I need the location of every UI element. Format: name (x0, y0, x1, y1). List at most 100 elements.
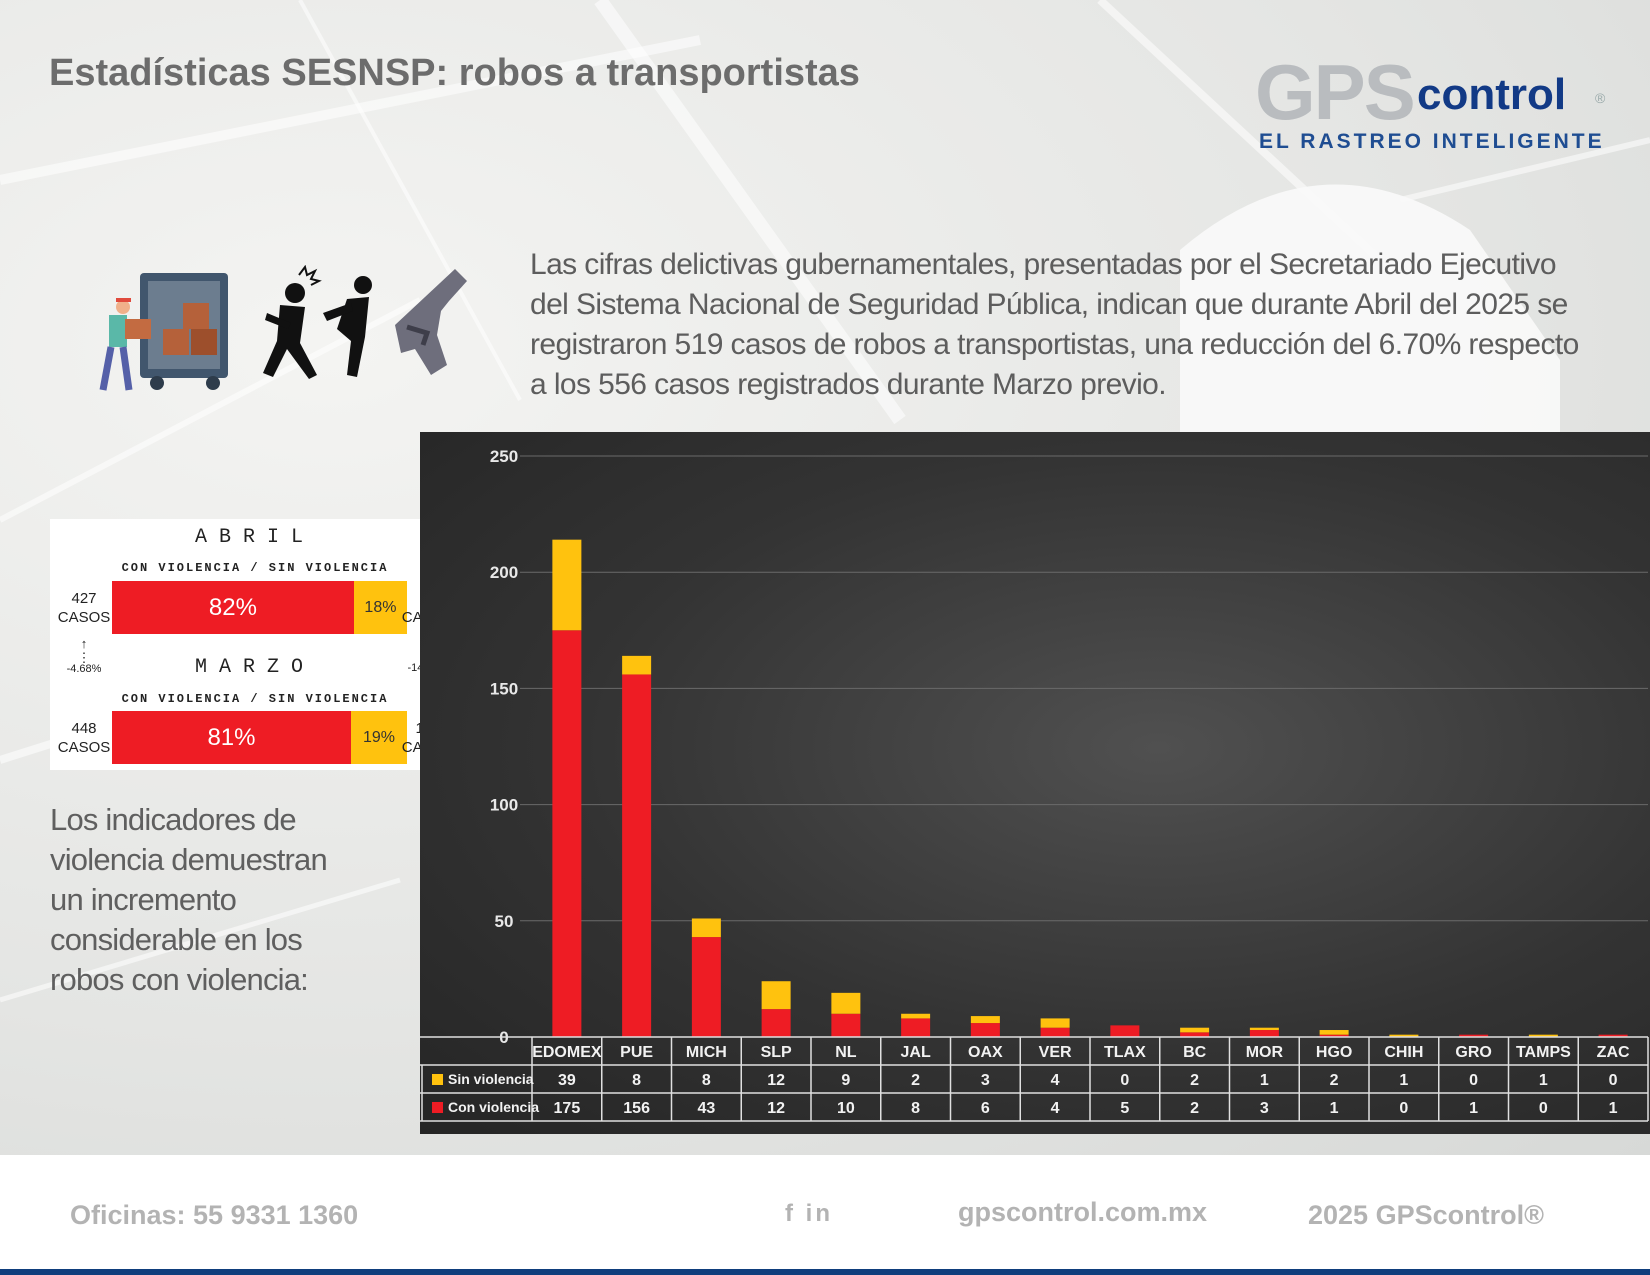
abril-violence-bar: 82% 18% (112, 581, 407, 634)
table-value-con: 12 (767, 1100, 785, 1117)
x-category-label: MICH (686, 1044, 727, 1061)
x-category-label: MOR (1246, 1044, 1284, 1061)
table-value-con: 8 (911, 1100, 920, 1117)
bar-con-violencia (761, 1009, 791, 1037)
table-value-sin: 8 (632, 1072, 641, 1089)
table-value-con: 43 (697, 1100, 715, 1117)
x-category-label: NL (835, 1044, 857, 1061)
table-value-sin: 2 (1190, 1072, 1199, 1089)
illustration-icons (95, 264, 495, 405)
table-value-sin: 3 (981, 1072, 990, 1089)
y-tick-label: 200 (490, 563, 518, 582)
marzo-con-cases: 448 CASOS (57, 720, 111, 756)
bar-con-violencia (1180, 1032, 1210, 1037)
month-label-marzo: MARZO (194, 656, 315, 679)
bar-sin-violencia (622, 655, 652, 675)
bar-con-violencia (1040, 1027, 1070, 1037)
table-value-con: 1 (1609, 1100, 1618, 1117)
con-change-arrow-icon: ↑ ⋮ (77, 636, 91, 665)
footer: Oficinas: 55 9331 1360 f in gpscontrol.c… (0, 1155, 1650, 1275)
bar-sin-violencia (970, 1016, 1000, 1024)
table-value-con: 1 (1469, 1100, 1478, 1117)
website-link[interactable]: gpscontrol.com.mx (958, 1197, 1208, 1227)
table-value-sin: 0 (1120, 1072, 1129, 1089)
violence-comparison-card: ABRIL CON VIOLENCIA / SIN VIOLENCIA 427 C… (50, 519, 460, 770)
table-value-con: 156 (623, 1100, 650, 1117)
social-icons[interactable]: f in (785, 1200, 833, 1228)
social-icons-text: f in (785, 1200, 833, 1227)
x-category-label: GRO (1455, 1044, 1491, 1061)
table-value-sin: 1 (1539, 1072, 1548, 1089)
chart-svg: 050100150200250EDOMEX39175PUE8156MICH843… (420, 447, 1649, 1122)
y-tick-label: 150 (490, 679, 518, 698)
gpscontrol-logo[interactable]: GPS control ® EL RASTREO INTELIGENTE (1255, 52, 1605, 162)
bar-con-violencia (1110, 1025, 1140, 1037)
table-value-sin: 2 (911, 1072, 920, 1089)
bar-sin-violencia (1319, 1030, 1349, 1035)
table-value-con: 3 (1260, 1100, 1269, 1117)
bar-con-violencia (691, 937, 721, 1037)
robbery-icon (263, 264, 372, 379)
bar-con-violencia (1459, 1034, 1489, 1037)
bar-sin-violencia (761, 981, 791, 1010)
bar-sin-violencia (691, 918, 721, 938)
table-value-con: 175 (554, 1100, 581, 1117)
table-value-sin: 0 (1469, 1072, 1478, 1089)
bar-con-violencia (552, 630, 582, 1037)
table-value-sin: 39 (558, 1072, 576, 1089)
x-category-label: HGO (1316, 1044, 1352, 1061)
table-value-con: 6 (981, 1100, 990, 1117)
copyright: 2025 GPScontrol® (1308, 1200, 1544, 1230)
abril-sublabel: CON VIOLENCIA / SIN VIOLENCIA (121, 561, 389, 575)
legend-label: Con violencia (448, 1099, 539, 1115)
office-phone: Oficinas: 55 9331 1360 (70, 1200, 359, 1230)
map-lines (0, 0, 1650, 1155)
x-category-label: TLAX (1104, 1044, 1146, 1061)
table-value-con: 1 (1330, 1100, 1339, 1117)
bar-con-violencia (901, 1018, 931, 1037)
legend-swatch (432, 1102, 443, 1113)
bar-con-violencia (831, 1013, 861, 1037)
bar-sin-violencia (831, 992, 861, 1014)
y-tick-label: 50 (495, 912, 514, 931)
table-value-sin: 2 (1330, 1072, 1339, 1089)
bar-con-violencia (970, 1023, 1000, 1037)
table-value-con: 5 (1120, 1100, 1129, 1117)
table-value-sin: 1 (1399, 1072, 1408, 1089)
table-value-sin: 1 (1260, 1072, 1269, 1089)
bar-sin-violencia (901, 1013, 931, 1019)
abril-con-segment: 82% (112, 581, 354, 634)
x-category-label: CHIH (1384, 1044, 1423, 1061)
x-category-label: BC (1183, 1044, 1207, 1061)
bar-sin-violencia (1180, 1027, 1210, 1033)
intro-paragraph: Las cifras delictivas gubernamentales, p… (530, 248, 1579, 401)
logo-control-text: control (1417, 70, 1567, 119)
x-category-label: SLP (761, 1044, 792, 1061)
x-category-label: PUE (620, 1044, 653, 1061)
table-value-con: 2 (1190, 1100, 1199, 1117)
bar-sin-violencia (1528, 1034, 1558, 1037)
bar-sin-violencia (1040, 1018, 1070, 1028)
x-category-label: JAL (901, 1044, 931, 1061)
x-category-label: ZAC (1597, 1044, 1630, 1061)
con-change-pct: -4.68% (66, 663, 102, 675)
abril-con-cases: 427 CASOS (57, 590, 111, 626)
bar-con-violencia (622, 674, 652, 1037)
marzo-sublabel: CON VIOLENCIA / SIN VIOLENCIA (121, 692, 389, 706)
logo-tagline: EL RASTREO INTELIGENTE (1259, 130, 1605, 153)
x-category-label: EDOMEX (532, 1044, 602, 1061)
logo-gps-text: GPS (1255, 48, 1416, 136)
logo-registered-mark: ® (1595, 90, 1606, 106)
table-value-sin: 0 (1609, 1072, 1618, 1089)
pistol-icon (395, 269, 467, 375)
table-value-sin: 8 (702, 1072, 711, 1089)
bar-con-violencia (1319, 1034, 1349, 1037)
y-tick-label: 250 (490, 447, 518, 466)
table-value-con: 10 (837, 1100, 855, 1117)
legend-label: Sin violencia (448, 1071, 534, 1087)
y-tick-label: 100 (490, 796, 518, 815)
stacked-bar-chart: 050100150200250EDOMEX39175PUE8156MICH843… (420, 432, 1650, 1134)
table-value-sin: 12 (767, 1072, 785, 1089)
table-value-con: 4 (1051, 1100, 1060, 1117)
marzo-sin-segment: 19% (350, 711, 407, 764)
